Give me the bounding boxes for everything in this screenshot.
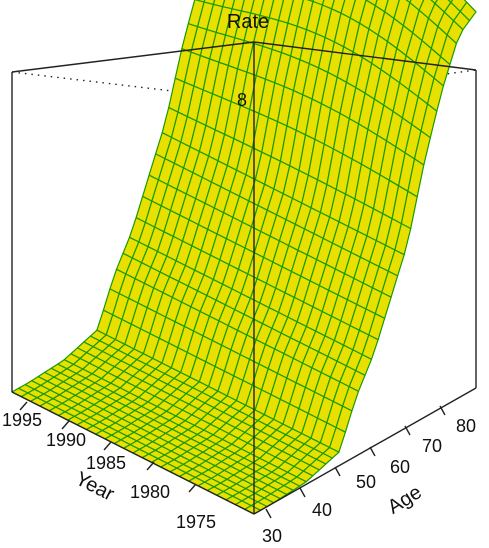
z-axis-partial-label: 8 <box>237 90 247 110</box>
surface-mesh <box>11 0 477 515</box>
age-tick-40 <box>299 487 306 498</box>
age-tick-label-60: 60 <box>390 457 410 477</box>
year-axis-label: Year <box>72 468 118 506</box>
age-tick-label-50: 50 <box>356 472 376 492</box>
year-tick-label-1995: 1995 <box>2 410 42 430</box>
year-tick-label-1980: 1980 <box>130 482 170 502</box>
year-tick-1995 <box>19 401 28 411</box>
age-tick-label-40: 40 <box>312 500 332 520</box>
box-back-top-left <box>11 71 249 101</box>
year-tick-1975 <box>188 483 197 493</box>
age-tick-30 <box>265 508 272 519</box>
box-edge-top-right <box>253 41 477 71</box>
box-edge-bottom-left <box>11 391 255 515</box>
year-tick-label-1975: 1975 <box>176 512 216 532</box>
box-edge-bottom-right <box>253 387 477 515</box>
year-tick-label-1990: 1990 <box>46 430 86 450</box>
chart-title: Rate <box>227 11 269 33</box>
year-tick-1980 <box>146 461 155 471</box>
age-tick-label-30: 30 <box>262 526 282 546</box>
box-edge-top-left <box>11 41 255 73</box>
year-tick-1990 <box>61 420 70 430</box>
age-tick-label-70: 70 <box>422 436 442 456</box>
age-tick-60 <box>369 446 376 457</box>
age-tick-70 <box>404 425 411 436</box>
year-tick-label-1985: 1985 <box>86 453 126 473</box>
age-tick-label-80: 80 <box>456 416 476 436</box>
age-tick-80 <box>439 405 446 416</box>
year-tick-1985 <box>103 441 112 451</box>
age-axis-label: Age <box>384 481 426 519</box>
age-tick-50 <box>334 466 341 477</box>
